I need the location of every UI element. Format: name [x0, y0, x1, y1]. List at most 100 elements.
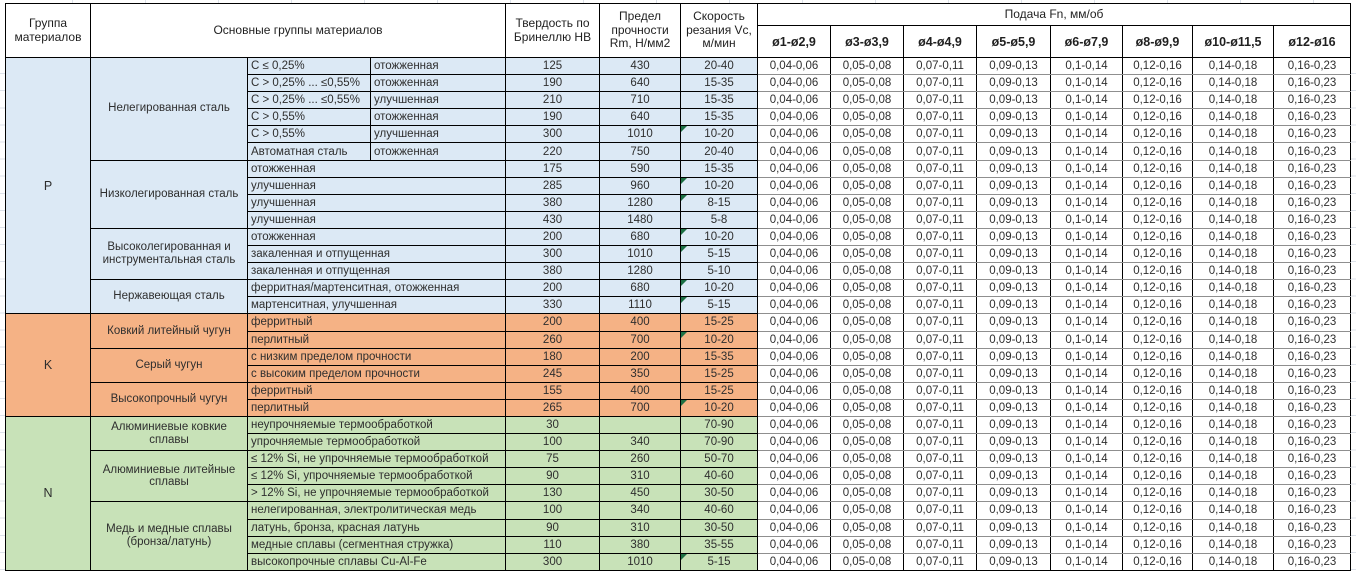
feed-cell: 0,12-0,16	[1122, 484, 1194, 503]
cutting-speed-cell: 10-20	[680, 227, 759, 247]
feed-cell: 0,09-0,13	[976, 313, 1052, 332]
material-state-cell: отожженная	[369, 56, 507, 76]
feed-cell: 0,07-0,11	[903, 91, 978, 110]
table-row: N Алюминиевые ковкие сплавы неупрочняемые …	[5, 415, 1352, 571]
table-row: Высокопрочный чугун ферритный 155 400 15-25 0…	[6, 381, 1352, 417]
table-row: Алюминиевые литейные сплавы ≤ 12% Si, не …	[6, 450, 1352, 503]
feed-cell: 0,05-0,08	[830, 330, 905, 349]
feed-cell: 0,07-0,11	[903, 227, 978, 247]
feed-cell: 0,12-0,16	[1122, 501, 1194, 520]
feed-cell: 0,1-0,14	[1050, 56, 1124, 76]
feed-cell: 0,16-0,23	[1273, 279, 1352, 298]
table-row: > 12% Si, не упрочняемые термообработкой…	[6, 484, 1352, 503]
table-row: упрочняемые термообработкой 100 340 70-90 0,…	[6, 433, 1352, 452]
feed-cell: 0,04-0,06	[757, 398, 832, 417]
feed-cell: 0,16-0,23	[1273, 415, 1352, 435]
feed-cell: 0,1-0,14	[1050, 501, 1124, 520]
material-detail-cell: отожженная	[246, 159, 507, 178]
group-letter-cell: K	[5, 313, 91, 417]
header-feed-d7: ø10-ø11,5	[1192, 25, 1275, 58]
feed-cell: 0,12-0,16	[1122, 56, 1194, 76]
feed-cell: 0,09-0,13	[976, 176, 1052, 195]
feed-cell: 0,09-0,13	[976, 330, 1052, 349]
hardness-cell: 125	[505, 56, 601, 76]
table-row: с высоким пределом прочности 245 350 15-25 0…	[6, 364, 1352, 383]
feed-cell: 0,05-0,08	[830, 74, 905, 93]
feed-cell: 0,04-0,06	[757, 142, 832, 161]
error-flag-icon	[681, 297, 688, 304]
feed-cell: 0,16-0,23	[1273, 91, 1352, 110]
feed-cell: 0,14-0,18	[1192, 484, 1275, 503]
cutting-speed-cell: 15-25	[680, 313, 759, 332]
material-family-cell: Медь и медные сплавы (бронза/латунь)	[90, 501, 248, 571]
feed-cell: 0,05-0,08	[830, 245, 905, 264]
feed-cell: 0,12-0,16	[1122, 415, 1194, 435]
feed-cell: 0,1-0,14	[1050, 433, 1124, 452]
hardness-cell: 190	[505, 74, 601, 93]
hardness-cell: 260	[505, 330, 601, 349]
material-detail-cell: отожженная	[246, 227, 507, 247]
feed-cell: 0,12-0,16	[1122, 142, 1194, 161]
feed-cell: 0,07-0,11	[903, 518, 978, 537]
feed-cell: 0,04-0,06	[757, 210, 832, 229]
table-row: C > 0,25% ... ≤0,55% отожженная 190 640 15-3…	[6, 74, 1352, 93]
feed-cell: 0,12-0,16	[1122, 467, 1194, 486]
feed-cell: 0,09-0,13	[976, 433, 1052, 452]
feed-cell: 0,05-0,08	[830, 193, 905, 212]
feed-cell: 0,07-0,11	[903, 245, 978, 264]
cutting-speed-cell: 15-35	[680, 159, 759, 178]
feed-cell: 0,1-0,14	[1050, 108, 1124, 127]
material-detail-cell: ферритный	[246, 313, 507, 332]
material-detail-cell: закаленная и отпущенная	[246, 245, 507, 264]
table-row: высокопрочные сплавы Cu-Al-Fe 300 1010 5-15…	[6, 552, 1352, 571]
feed-cell: 0,12-0,16	[1122, 330, 1194, 349]
feed-cell: 0,16-0,23	[1273, 330, 1352, 349]
table-row: закаленная и отпущенная 380 1280 5-10 0,04-0…	[6, 262, 1352, 281]
error-flag-icon	[681, 178, 688, 184]
feed-cell: 0,16-0,23	[1273, 108, 1352, 127]
feed-cell: 0,09-0,13	[976, 56, 1052, 76]
strength-cell: 710	[599, 91, 682, 110]
feed-cell: 0,05-0,08	[830, 227, 905, 247]
group-letter-cell: N	[5, 415, 91, 571]
material-detail-cell: > 12% Si, не упрочняемые термообработкой	[246, 484, 507, 503]
material-family-cell: Высоколегированная и инструментальная ст…	[90, 227, 248, 281]
feed-cell: 0,14-0,18	[1192, 313, 1275, 332]
feed-cell: 0,05-0,08	[830, 108, 905, 127]
hardness-cell: 300	[505, 552, 601, 571]
table-row: Низколегированная сталь отожженная 175 590 1…	[6, 159, 1352, 229]
strength-cell: 700	[599, 398, 682, 417]
feed-cell: 0,12-0,16	[1122, 176, 1194, 195]
feed-cell: 0,04-0,06	[757, 74, 832, 93]
hardness-cell: 30	[505, 415, 601, 435]
feed-cell: 0,04-0,06	[757, 262, 832, 281]
material-detail-cell: закаленная и отпущенная	[246, 262, 507, 281]
material-detail-cell: ферритный	[246, 381, 507, 400]
feed-cell: 0,1-0,14	[1050, 364, 1124, 383]
feed-cell: 0,12-0,16	[1122, 279, 1194, 298]
material-subtype-cell: Автоматная сталь	[247, 142, 371, 161]
feed-cell: 0,05-0,08	[830, 450, 905, 469]
sheet-gridlines-right	[1350, 57, 1356, 570]
feed-cell: 0,05-0,08	[830, 210, 905, 229]
material-detail-cell: мартенситная, улучшенная	[246, 296, 507, 315]
feed-cell: 0,1-0,14	[1050, 484, 1124, 503]
feed-cell: 0,16-0,23	[1273, 245, 1352, 264]
header-feed-d8: ø12-ø16	[1273, 25, 1352, 58]
feed-cell: 0,1-0,14	[1050, 347, 1124, 366]
strength-cell: 1010	[599, 245, 682, 264]
error-flag-icon	[681, 554, 688, 560]
group-letter-cell: P	[5, 56, 91, 315]
material-family-cell: Низколегированная сталь	[90, 159, 248, 229]
material-subtype-cell: C > 0,55%	[247, 108, 371, 127]
cutting-speed-cell: 15-35	[680, 91, 759, 110]
feed-cell: 0,12-0,16	[1122, 398, 1194, 417]
feed-cell: 0,04-0,06	[757, 535, 832, 554]
header-feed-d6: ø8-ø9,9	[1122, 25, 1194, 58]
feed-cell: 0,09-0,13	[976, 210, 1052, 229]
feed-cell: 0,14-0,18	[1192, 159, 1275, 178]
material-detail-cell: ферритная/мартенситная, отожженная	[246, 279, 507, 298]
header-feed-d2: ø3-ø3,9	[830, 25, 905, 58]
strength-cell: 750	[599, 142, 682, 161]
hardness-cell: 200	[505, 313, 601, 332]
